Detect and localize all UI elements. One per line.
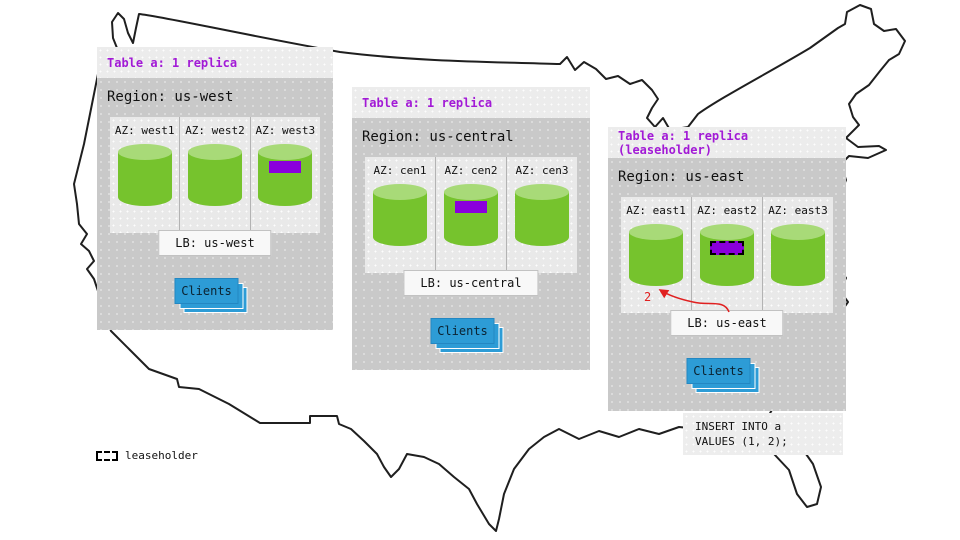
database-node-icon: [515, 184, 569, 246]
az-label: AZ: cen2: [444, 164, 498, 177]
replica-range-icon: [455, 201, 487, 213]
database-node-icon: [629, 224, 683, 286]
clients-stack: Clients: [174, 278, 248, 313]
az-label: AZ: cen3: [515, 164, 569, 177]
database-node-icon: [700, 224, 754, 286]
database-node-icon: [373, 184, 427, 246]
panel-body: Region: us-central AZ: cen1 AZ: cen2 AZ:…: [352, 118, 590, 370]
clients-button: Clients: [430, 318, 495, 344]
table-replica-title: Table a: 1 replica (leaseholder): [618, 128, 749, 157]
database-node-icon: [444, 184, 498, 246]
clients-button: Clients: [686, 358, 751, 384]
az-row: AZ: west1 AZ: west2 AZ: west3: [110, 117, 320, 233]
leaseholder-swatch-icon: [96, 450, 118, 461]
az-cen1: AZ: cen1: [365, 157, 435, 273]
az-label: AZ: west1: [114, 124, 175, 137]
az-cen2: AZ: cen2: [435, 157, 506, 273]
load-balancer-label: LB: us-west: [158, 230, 272, 256]
az-row: AZ: cen1 AZ: cen2 AZ: cen3: [365, 157, 577, 273]
region-label: Region: us-central: [362, 129, 514, 145]
az-east2: AZ: east2: [691, 197, 762, 313]
az-label: AZ: cen1: [373, 164, 427, 177]
az-cen3: AZ: cen3: [506, 157, 577, 273]
legend-label: leaseholder: [125, 449, 198, 462]
leaseholder-range-icon: [710, 241, 744, 255]
az-row: AZ: east1 AZ: east2 AZ: east3: [621, 197, 833, 313]
arrow-value-label: 2: [644, 290, 652, 304]
database-node-icon: [187, 144, 242, 206]
table-replica-title: Table a: 1 replica: [107, 55, 238, 70]
az-west3: AZ: west3: [249, 117, 320, 233]
load-balancer-label: LB: us-east: [670, 310, 784, 336]
az-east1: AZ: east1: [621, 197, 691, 313]
panel-header: Table a: 1 replica: [352, 87, 590, 118]
database-node-icon: [117, 144, 172, 206]
panel-header: Table a: 1 replica: [97, 47, 333, 78]
region-panel-us-west: Table a: 1 replica Region: us-west AZ: w…: [97, 47, 333, 330]
replica-range-icon: [269, 161, 302, 173]
clients-button: Clients: [174, 278, 239, 304]
panel-body: Region: us-west AZ: west1 AZ: west2 AZ: …: [97, 78, 333, 330]
az-label: AZ: west3: [255, 124, 316, 137]
panel-body: Region: us-east AZ: east1 AZ: east2 AZ: …: [608, 158, 846, 411]
load-balancer-label: LB: us-central: [403, 270, 539, 296]
database-node-icon: [258, 144, 313, 206]
az-label: AZ: west2: [185, 124, 245, 137]
legend-leaseholder: leaseholder: [96, 449, 198, 462]
az-label: AZ: east2: [697, 204, 757, 217]
az-west2: AZ: west2: [179, 117, 249, 233]
table-replica-title: Table a: 1 replica: [362, 95, 493, 110]
az-label: AZ: east3: [768, 204, 828, 217]
region-label: Region: us-west: [107, 89, 234, 105]
sql-statement: INSERT INTO a VALUES (1, 2);: [683, 413, 843, 455]
az-west1: AZ: west1: [110, 117, 179, 233]
region-panel-us-east: Table a: 1 replica (leaseholder) Region:…: [608, 127, 846, 411]
az-east3: AZ: east3: [762, 197, 833, 313]
clients-stack: Clients: [430, 318, 504, 353]
clients-stack: Clients: [686, 358, 760, 393]
az-label: AZ: east1: [626, 204, 686, 217]
database-node-icon: [771, 224, 825, 286]
region-panel-us-central: Table a: 1 replica Region: us-central AZ…: [352, 87, 590, 370]
panel-header: Table a: 1 replica (leaseholder): [608, 127, 846, 158]
region-label: Region: us-east: [618, 169, 745, 185]
